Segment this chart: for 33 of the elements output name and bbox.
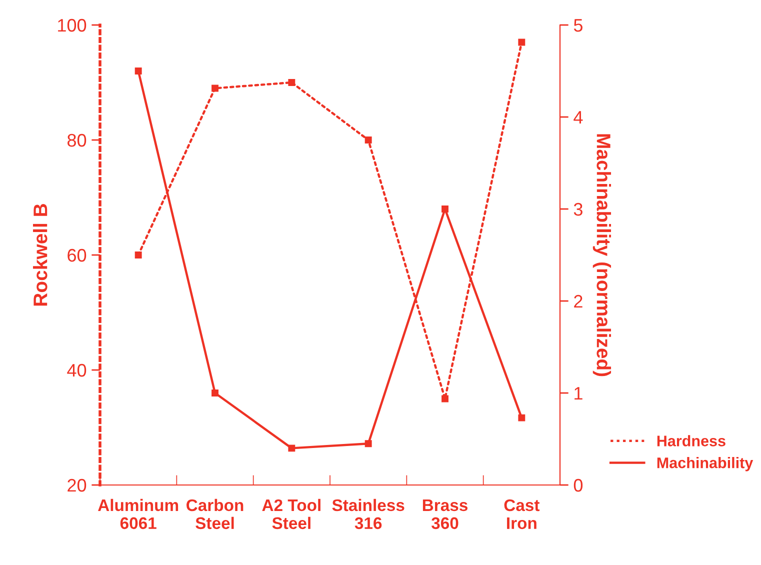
x-tick-label: Aluminum 6061: [98, 498, 178, 530]
point: [442, 395, 448, 402]
y2-tick-label: 3: [574, 202, 582, 216]
x-tick-label: Stainless 316: [332, 498, 404, 530]
x-tick-label: Carbon Steel: [186, 498, 244, 530]
y-tick-label: 80: [68, 134, 86, 147]
x-tick-label: A2 Tool Steel: [262, 498, 320, 530]
point: [134, 252, 142, 258]
point: [364, 440, 372, 448]
y2-tick-label: 0: [574, 478, 583, 492]
point: [212, 390, 218, 396]
y-tick-label: 60: [68, 248, 86, 262]
legend-label: Machinability: [657, 457, 754, 472]
point: [288, 79, 296, 86]
y-tick-label: 20: [68, 478, 86, 492]
y-tick-label: 40: [67, 364, 86, 377]
point: [364, 136, 372, 144]
y2-axis-title: Machinability (normalized): [592, 134, 612, 376]
point: [288, 444, 296, 452]
y2-tick-label: 1: [574, 387, 582, 400]
legend-label: Hardness: [657, 435, 726, 446]
y-tick-label: 100: [58, 18, 86, 32]
x-tick-label: Cast Iron: [504, 499, 540, 530]
y2-tick-label: 4: [574, 111, 583, 124]
y2-tick-label: 5: [574, 19, 582, 32]
x-tick-label: Brass 360: [422, 500, 468, 530]
point: [134, 68, 142, 74]
point: [518, 38, 526, 46]
y-axis-title: Rockwell B: [33, 204, 48, 306]
y2-tick-label: 2: [574, 294, 582, 308]
point: [518, 414, 526, 422]
point: [212, 84, 218, 92]
point: [442, 206, 448, 212]
